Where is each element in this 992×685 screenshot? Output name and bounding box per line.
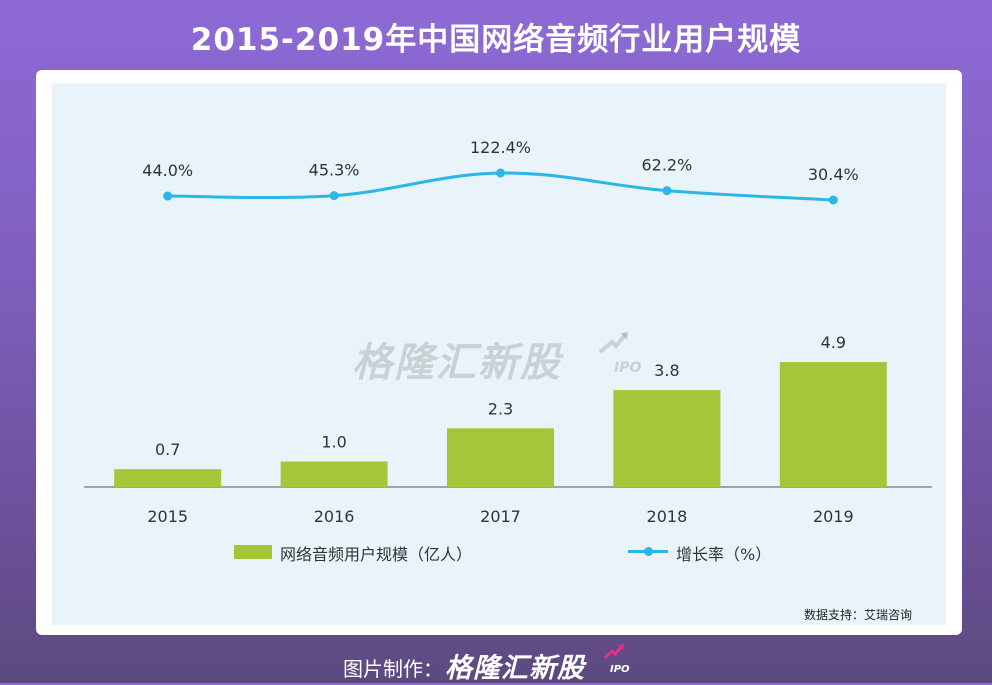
x-tick-2015: 2015 — [147, 507, 188, 526]
plot-area: 0.7 2015 1.0 2016 2.3 2017 3.8 2018 4.9 2019 44.0%… — [52, 83, 946, 625]
growth-point-2015 — [163, 191, 173, 201]
credit-prefix: 图片制作： — [343, 657, 443, 681]
x-tick-2018: 2018 — [647, 507, 688, 526]
legend-line-marker — [644, 547, 653, 556]
growth-point-2018 — [662, 186, 672, 196]
growth-label-2018: 62.2% — [641, 156, 692, 175]
growth-point-2017 — [496, 168, 505, 178]
chart-svg: 0.7 2015 1.0 2016 2.3 2017 3.8 2018 4.9 2019 44.0%… — [84, 138, 932, 526]
legend-bar-label: 网络音频用户规模（亿人） — [280, 545, 473, 564]
bar-2015 — [114, 469, 222, 487]
bar-label-2018: 3.8 — [654, 361, 679, 380]
bar-label-2015: 0.7 — [155, 440, 180, 459]
x-tick-2016: 2016 — [314, 507, 355, 526]
growth-point-2019 — [828, 195, 838, 205]
credit-arrow-icon — [603, 644, 624, 660]
source-note: 数据支持：艾瑞咨询 — [804, 608, 913, 622]
bar-label-2019: 4.9 — [821, 333, 846, 352]
bar-label-2017: 2.3 — [488, 399, 513, 418]
x-tick-2019: 2019 — [813, 507, 854, 526]
growth-label-2017: 122.4% — [470, 138, 531, 157]
x-tick-2017: 2017 — [480, 507, 521, 526]
legend-line-label: 增长率（%） — [676, 545, 772, 564]
chart-card: 0.7 2015 1.0 2016 2.3 2017 3.8 2018 4.9 2019 44.0%… — [36, 70, 962, 635]
page-title: 2015-2019年中国网络音频行业用户规模 — [190, 22, 802, 58]
growth-label-2019: 30.4% — [808, 165, 859, 184]
growth-label-2016: 45.3% — [309, 161, 360, 180]
watermark-text: 格隆汇新股 — [352, 340, 562, 386]
growth-label-2015: 44.0% — [142, 161, 193, 180]
bar-2016 — [280, 461, 388, 487]
bar-label-2016: 1.0 — [321, 433, 346, 452]
legend-bar-swatch — [234, 545, 272, 559]
watermark-sub: IPO — [614, 360, 642, 376]
credit-ipo: IPO — [610, 664, 630, 675]
credit-brand-logo: 格隆汇新股 — [445, 653, 585, 684]
growth-point-2016 — [329, 191, 339, 201]
bar-2018 — [613, 390, 721, 487]
bar-2017 — [447, 428, 554, 487]
bar-2019 — [779, 362, 887, 487]
watermark-arrow-icon — [598, 332, 628, 354]
